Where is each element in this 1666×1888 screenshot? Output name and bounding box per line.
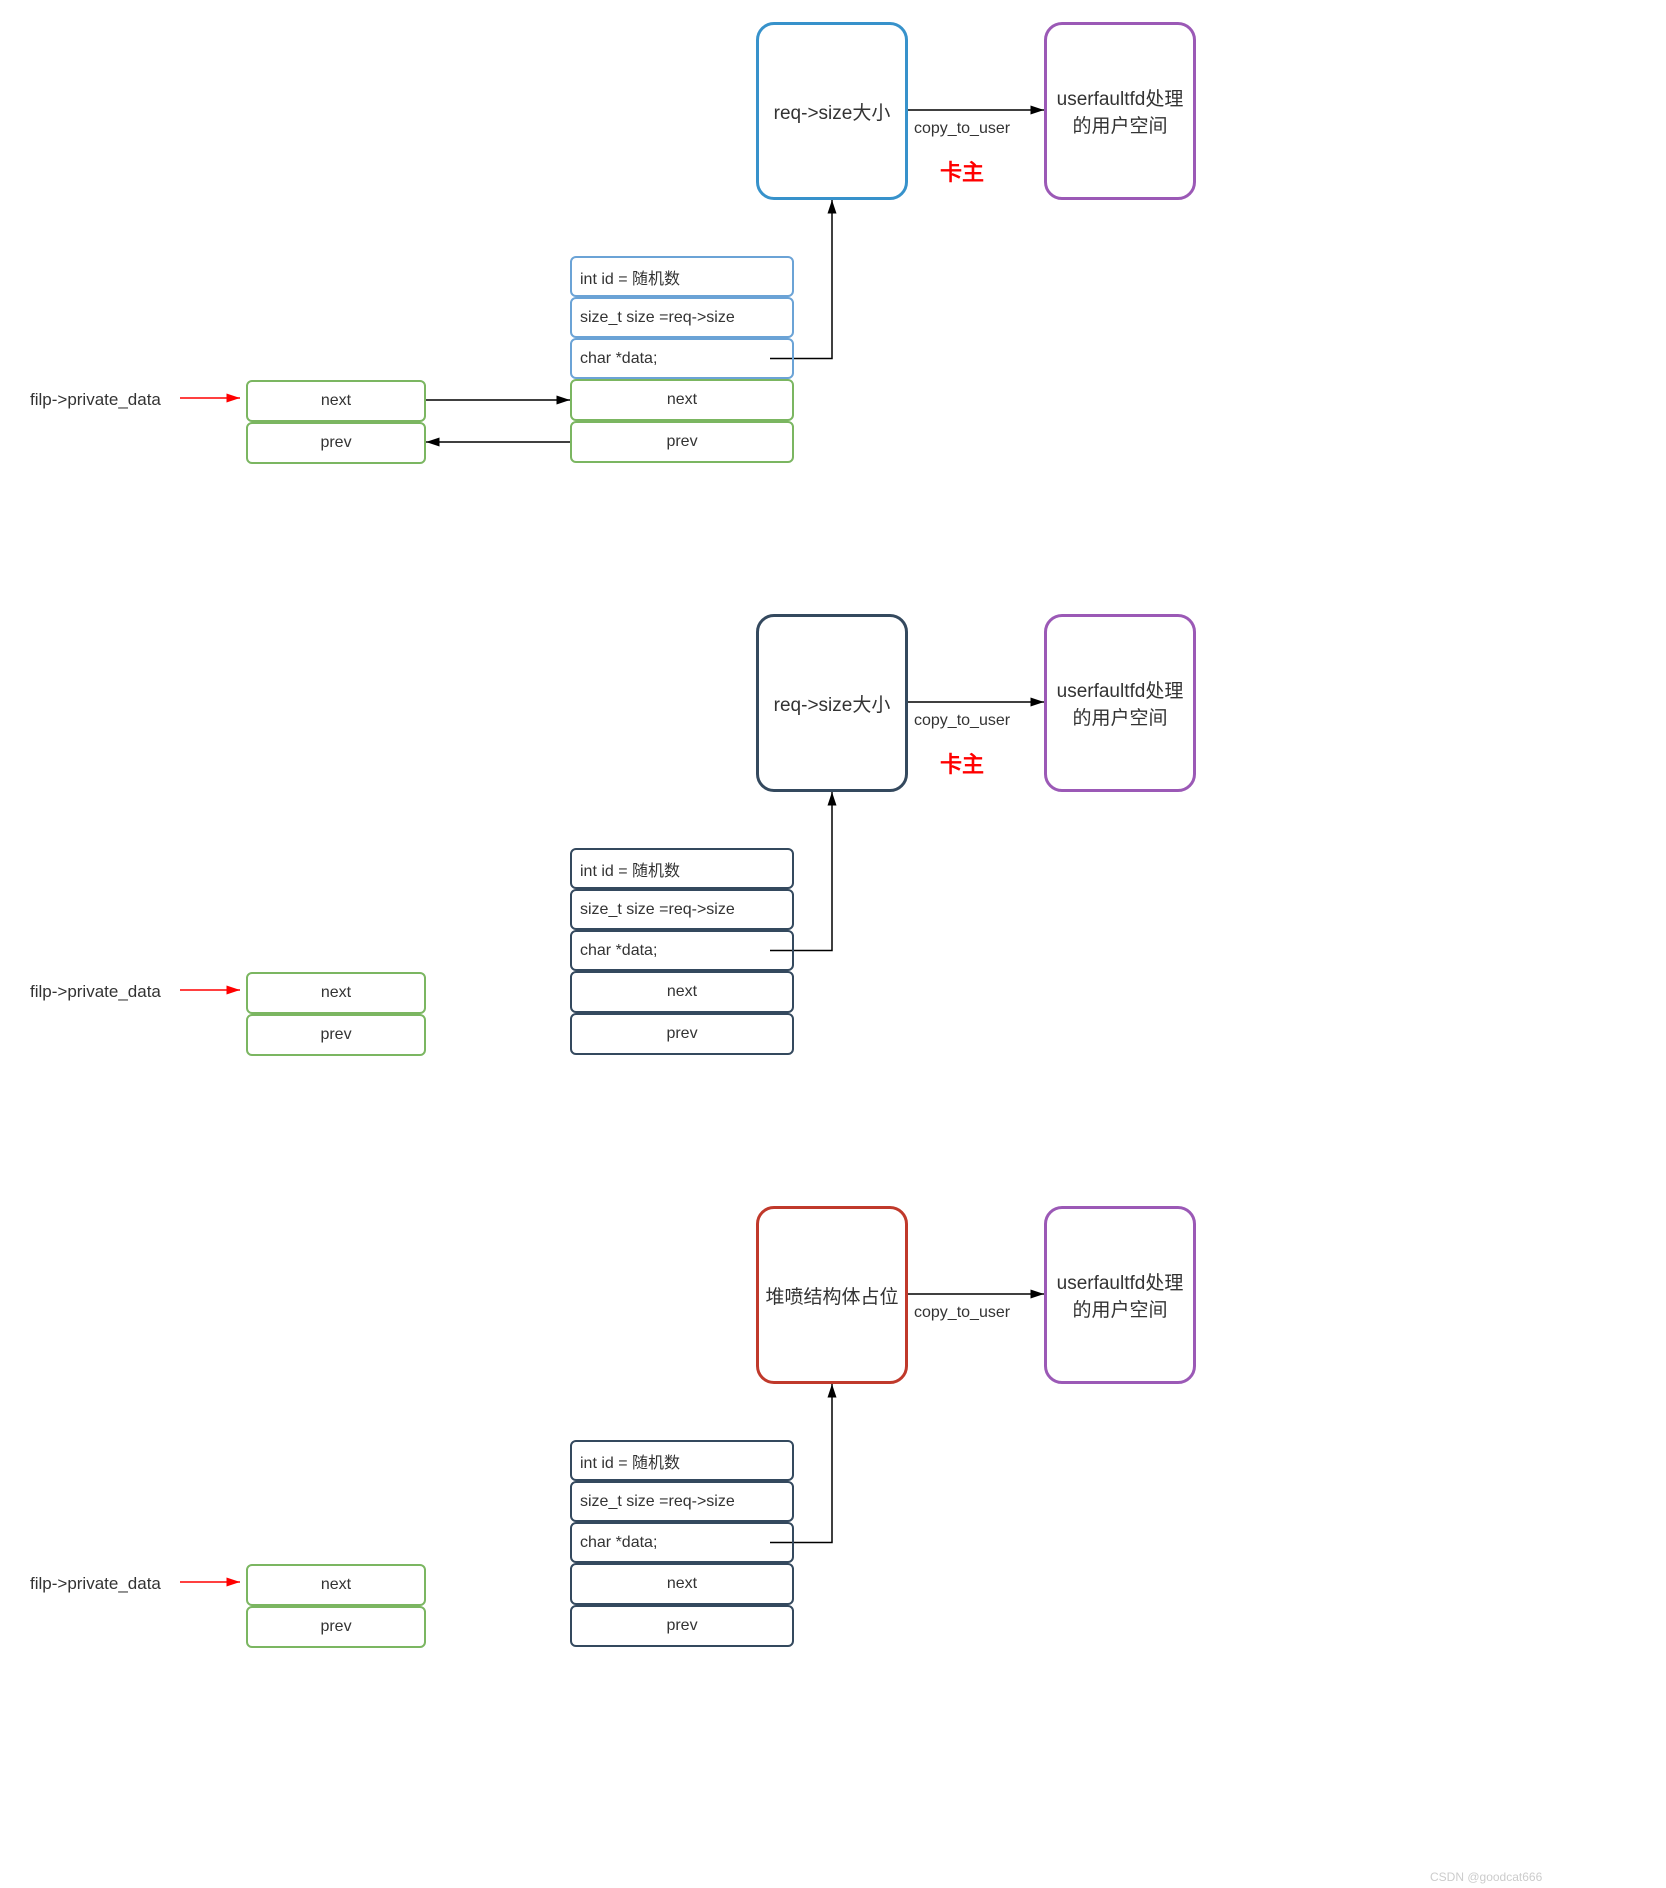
copy-to-user-label: copy_to_user <box>914 1304 1010 1322</box>
list-next-left: next <box>246 972 426 1014</box>
list-next-mid-text: next <box>667 983 697 1001</box>
top-node: req->size大小 <box>756 22 908 200</box>
list-prev-left-text: prev <box>320 1618 351 1636</box>
filp-label: filp->private_data <box>30 390 161 410</box>
struct-size-text: size_t size =req->size <box>580 1493 735 1511</box>
struct-data-text: char *data; <box>580 350 657 368</box>
userfaultfd-node: userfaultfd处理的用户空间 <box>1044 1206 1196 1384</box>
copy-to-user-label: copy_to_user <box>914 712 1010 730</box>
list-next-left: next <box>246 1564 426 1606</box>
list-next-left: next <box>246 380 426 422</box>
list-next-mid: next <box>570 1563 794 1605</box>
list-next-left-text: next <box>321 392 351 410</box>
userfaultfd-node-text: userfaultfd处理的用户空间 <box>1053 84 1187 138</box>
struct-id: int id = 随机数 <box>570 256 794 297</box>
kazhu-label: 卡主 <box>940 155 984 187</box>
struct-data: char *data; <box>570 338 794 379</box>
struct-data-text: char *data; <box>580 942 657 960</box>
list-next-left-text: next <box>321 984 351 1002</box>
list-prev-mid: prev <box>570 1013 794 1055</box>
filp-label: filp->private_data <box>30 982 161 1002</box>
top-node: 堆喷结构体占位 <box>756 1206 908 1384</box>
list-prev-left: prev <box>246 422 426 464</box>
list-next-mid: next <box>570 971 794 1013</box>
list-prev-left: prev <box>246 1014 426 1056</box>
top-node-text: req->size大小 <box>774 690 891 717</box>
list-next-mid-text: next <box>667 1575 697 1593</box>
struct-size: size_t size =req->size <box>570 1481 794 1522</box>
list-next-left-text: next <box>321 1576 351 1594</box>
struct-id-text: int id = 随机数 <box>580 1449 680 1473</box>
struct-id: int id = 随机数 <box>570 848 794 889</box>
list-prev-left: prev <box>246 1606 426 1648</box>
userfaultfd-node-text: userfaultfd处理的用户空间 <box>1053 676 1187 730</box>
struct-id-text: int id = 随机数 <box>580 857 680 881</box>
struct-data-text: char *data; <box>580 1534 657 1552</box>
struct-data: char *data; <box>570 1522 794 1563</box>
list-prev-left-text: prev <box>320 1026 351 1044</box>
list-prev-mid: prev <box>570 421 794 463</box>
list-prev-mid-text: prev <box>666 1025 697 1043</box>
struct-size-text: size_t size =req->size <box>580 901 735 919</box>
diagram-canvas: CSDN @goodcat666 filp->private_datanextp… <box>0 0 1666 1888</box>
top-node-text: 堆喷结构体占位 <box>765 1282 898 1309</box>
filp-label: filp->private_data <box>30 1574 161 1594</box>
watermark: CSDN @goodcat666 <box>1430 1870 1542 1884</box>
userfaultfd-node: userfaultfd处理的用户空间 <box>1044 614 1196 792</box>
userfaultfd-node-text: userfaultfd处理的用户空间 <box>1053 1268 1187 1322</box>
copy-to-user-label: copy_to_user <box>914 120 1010 138</box>
struct-data: char *data; <box>570 930 794 971</box>
list-next-mid: next <box>570 379 794 421</box>
struct-size-text: size_t size =req->size <box>580 309 735 327</box>
list-prev-mid-text: prev <box>666 1617 697 1635</box>
list-prev-mid: prev <box>570 1605 794 1647</box>
top-node-text: req->size大小 <box>774 98 891 125</box>
list-prev-left-text: prev <box>320 434 351 452</box>
list-next-mid-text: next <box>667 391 697 409</box>
top-node: req->size大小 <box>756 614 908 792</box>
list-prev-mid-text: prev <box>666 433 697 451</box>
userfaultfd-node: userfaultfd处理的用户空间 <box>1044 22 1196 200</box>
struct-size: size_t size =req->size <box>570 297 794 338</box>
struct-size: size_t size =req->size <box>570 889 794 930</box>
struct-id-text: int id = 随机数 <box>580 265 680 289</box>
struct-id: int id = 随机数 <box>570 1440 794 1481</box>
kazhu-label: 卡主 <box>940 747 984 779</box>
